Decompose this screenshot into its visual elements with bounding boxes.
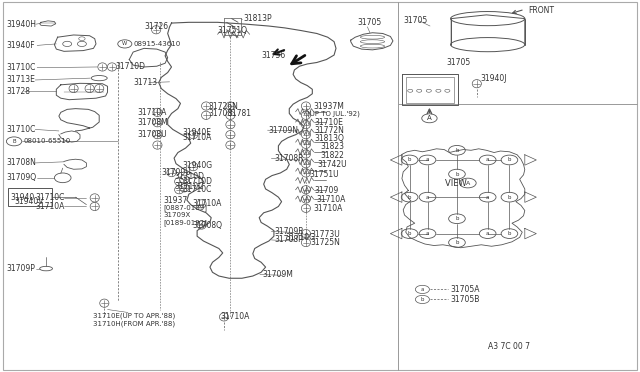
Text: b: b — [455, 240, 459, 245]
Text: b: b — [408, 231, 412, 236]
Text: A3 7C 00 7: A3 7C 00 7 — [488, 342, 530, 351]
Text: 31823: 31823 — [320, 142, 344, 151]
Text: a: a — [426, 231, 429, 236]
Text: 31940G: 31940G — [182, 161, 212, 170]
Text: 31708U: 31708U — [138, 130, 167, 139]
Text: 08915-43610: 08915-43610 — [133, 41, 180, 47]
Text: 31710A: 31710A — [138, 108, 167, 117]
Text: b: b — [455, 148, 459, 153]
Text: a: a — [426, 157, 429, 163]
Text: 31710A: 31710A — [182, 133, 212, 142]
Text: FRONT: FRONT — [528, 6, 554, 15]
Text: 31940V: 31940V — [14, 197, 44, 206]
Text: 31709R: 31709R — [274, 227, 303, 236]
Text: 31726: 31726 — [145, 22, 169, 31]
Text: 31940H: 31940H — [6, 20, 36, 29]
Text: 31710C: 31710C — [182, 185, 212, 194]
Text: b: b — [455, 216, 459, 221]
Text: 31709: 31709 — [315, 186, 339, 195]
Text: 31773U: 31773U — [310, 230, 340, 239]
Text: 31710A: 31710A — [35, 202, 65, 211]
Text: 31710D: 31710D — [174, 172, 204, 181]
Text: 31705: 31705 — [357, 18, 381, 27]
Text: b: b — [455, 171, 459, 177]
Text: 31940: 31940 — [10, 193, 35, 202]
Text: 31710A: 31710A — [316, 195, 346, 203]
Text: 31708M: 31708M — [138, 118, 168, 127]
Text: 31813P: 31813P — [243, 14, 272, 23]
Text: 31813Q: 31813Q — [315, 134, 345, 143]
Text: b: b — [508, 195, 511, 200]
Text: 31710C: 31710C — [6, 125, 36, 134]
Text: a: a — [426, 195, 429, 200]
Text: 31709U: 31709U — [161, 168, 191, 177]
Text: 31710D: 31710D — [182, 177, 212, 186]
Text: 31710C: 31710C — [35, 193, 65, 202]
Text: 31708N: 31708N — [6, 158, 36, 167]
Text: 31756: 31756 — [261, 51, 285, 60]
Text: 31937M: 31937M — [314, 102, 344, 110]
Text: 31709P: 31709P — [6, 264, 35, 273]
Text: 31708R: 31708R — [274, 154, 303, 163]
Text: 31709X: 31709X — [164, 212, 191, 218]
Text: 31822: 31822 — [320, 151, 344, 160]
Text: 31705: 31705 — [403, 16, 428, 25]
Text: a: a — [486, 195, 490, 200]
Text: 31725N: 31725N — [310, 238, 340, 247]
Text: b: b — [408, 195, 412, 200]
Text: 31710A: 31710A — [221, 312, 250, 321]
Text: [0189-0192]: [0189-0192] — [164, 219, 208, 226]
Text: 31781: 31781 — [227, 109, 251, 118]
Text: 31710H(FROM APR.'88): 31710H(FROM APR.'88) — [93, 320, 175, 327]
Text: 31751U: 31751U — [310, 170, 339, 179]
Text: 31705A: 31705A — [450, 285, 479, 294]
Text: A: A — [427, 115, 432, 121]
Text: b: b — [408, 157, 412, 163]
Text: [0887-0189]: [0887-0189] — [164, 204, 208, 211]
Text: b: b — [508, 231, 511, 236]
Text: 31710E: 31710E — [315, 118, 344, 126]
Text: 31742U: 31742U — [317, 160, 347, 169]
Text: 31710G: 31710G — [285, 233, 316, 242]
Text: W: W — [122, 41, 127, 46]
Text: 31708: 31708 — [208, 109, 232, 118]
Text: 31728: 31728 — [6, 87, 31, 96]
Text: a: a — [486, 157, 490, 163]
Text: 31713: 31713 — [133, 78, 157, 87]
Text: 31705B: 31705B — [450, 295, 479, 304]
Text: 31710A: 31710A — [192, 199, 221, 208]
Text: b: b — [420, 297, 424, 302]
Text: 31710E(UP TO APR.'88): 31710E(UP TO APR.'88) — [93, 313, 175, 320]
Text: B: B — [12, 139, 16, 144]
Text: 31726N: 31726N — [208, 102, 238, 110]
Bar — [8, 188, 52, 206]
Text: 31772N: 31772N — [315, 126, 345, 135]
Text: 31940J: 31940J — [480, 74, 506, 83]
Text: 31709N: 31709N — [269, 126, 299, 135]
Text: 31940F: 31940F — [6, 41, 35, 50]
Text: VIEW: VIEW — [445, 179, 470, 187]
Text: 31710A: 31710A — [314, 204, 343, 213]
Text: 31709Q: 31709Q — [6, 173, 36, 182]
Text: 31710C: 31710C — [174, 182, 204, 190]
Text: 31708Q: 31708Q — [192, 221, 222, 230]
Text: b: b — [508, 157, 511, 163]
Text: 31705: 31705 — [447, 58, 471, 67]
Text: a: a — [420, 287, 424, 292]
Bar — [406, 77, 454, 103]
Text: 31708P: 31708P — [274, 235, 303, 244]
Text: 31709M: 31709M — [262, 270, 293, 279]
Text: (UP TO JUL.'92): (UP TO JUL.'92) — [307, 110, 360, 117]
Text: 31940E: 31940E — [182, 128, 211, 137]
Text: 31751Q: 31751Q — [218, 26, 248, 35]
Text: 31713E: 31713E — [6, 76, 35, 84]
Text: A: A — [466, 180, 470, 186]
Text: 08010-65510: 08010-65510 — [23, 138, 70, 144]
Text: a: a — [486, 231, 490, 236]
Text: 31710C: 31710C — [6, 63, 36, 72]
Text: 31710D: 31710D — [115, 62, 145, 71]
Text: 31937: 31937 — [163, 196, 188, 205]
